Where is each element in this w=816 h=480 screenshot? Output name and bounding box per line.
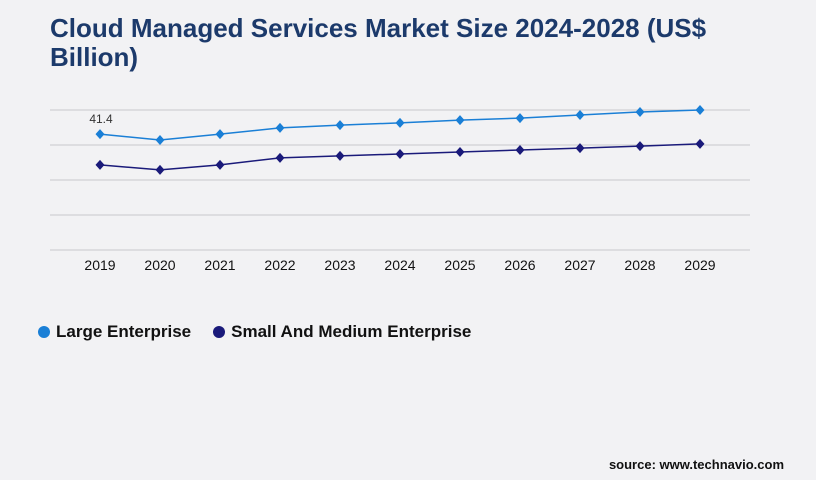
data-point (515, 145, 525, 156)
data-point (395, 148, 405, 159)
legend-marker-icon (213, 326, 226, 338)
x-tick-label: 2021 (204, 257, 235, 273)
data-point (695, 138, 705, 149)
data-point (95, 129, 105, 140)
legend-item-large-enterprise: Large Enterprise (38, 322, 191, 342)
data-point (155, 134, 165, 145)
legend-item-sme: Small And Medium Enterprise (213, 322, 471, 342)
data-point (455, 147, 465, 157)
data-point (215, 129, 225, 140)
data-point (275, 152, 285, 163)
line-chart: 2019 2020 2021 2022 2023 2024 2025 2026 2027 2028… (50, 105, 750, 273)
x-tick-label: 2027 (564, 257, 595, 273)
data-point (455, 115, 465, 126)
x-tick-label: 2028 (624, 257, 655, 273)
x-tick-label: 2023 (324, 257, 355, 273)
data-point (635, 141, 645, 152)
data-point (335, 120, 345, 131)
data-point (575, 143, 585, 154)
x-tick-label: 2024 (384, 257, 415, 273)
source-note: source: www.technavio.com (608, 457, 784, 472)
chart-title: Cloud Managed Services Market Size 2024-… (50, 13, 707, 72)
x-tick-label: 2020 (144, 257, 175, 273)
data-point (515, 113, 525, 124)
data-point (635, 106, 645, 117)
legend-label: Small And Medium Enterprise (231, 322, 472, 341)
legend-marker-icon (38, 326, 50, 338)
x-tick-label: 2026 (504, 257, 535, 273)
legend: Large Enterprise Small And Medium Enterp… (38, 322, 471, 342)
data-point (395, 117, 405, 128)
data-label: 41.4 (89, 112, 113, 126)
data-point (575, 110, 585, 121)
x-tick-label: 2029 (684, 257, 715, 273)
x-tick-label: 2019 (84, 257, 115, 273)
data-point (275, 122, 285, 133)
data-point (335, 150, 345, 161)
x-tick-label: 2025 (444, 257, 475, 273)
x-tick-label: 2022 (264, 257, 295, 273)
legend-label: Large Enterprise (56, 322, 192, 341)
data-point (95, 159, 105, 170)
data-point (215, 159, 225, 170)
data-point (695, 105, 705, 115)
data-point (155, 164, 165, 175)
